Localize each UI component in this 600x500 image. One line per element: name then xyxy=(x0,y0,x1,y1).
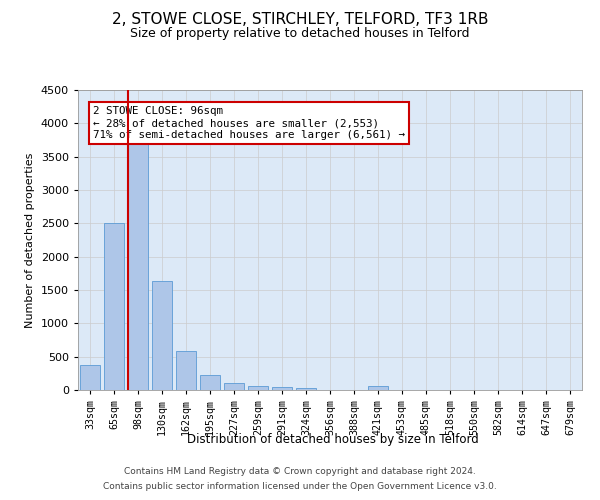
Bar xyxy=(80,366,100,390)
Bar xyxy=(248,386,268,390)
Text: 2, STOWE CLOSE, STIRCHLEY, TELFORD, TF3 1RB: 2, STOWE CLOSE, STIRCHLEY, TELFORD, TF3 … xyxy=(112,12,488,28)
Bar xyxy=(272,387,292,390)
Bar xyxy=(152,280,172,390)
Text: Contains HM Land Registry data © Crown copyright and database right 2024.: Contains HM Land Registry data © Crown c… xyxy=(124,467,476,476)
Text: Size of property relative to detached houses in Telford: Size of property relative to detached ho… xyxy=(130,28,470,40)
Bar xyxy=(224,382,244,390)
Bar xyxy=(128,140,148,390)
Y-axis label: Number of detached properties: Number of detached properties xyxy=(25,152,35,328)
Bar xyxy=(200,374,220,390)
Bar xyxy=(296,388,316,390)
Text: Contains public sector information licensed under the Open Government Licence v3: Contains public sector information licen… xyxy=(103,482,497,491)
Text: 2 STOWE CLOSE: 96sqm
← 28% of detached houses are smaller (2,553)
71% of semi-de: 2 STOWE CLOSE: 96sqm ← 28% of detached h… xyxy=(93,106,405,140)
Bar xyxy=(176,350,196,390)
Bar xyxy=(368,386,388,390)
Bar xyxy=(104,224,124,390)
Text: Distribution of detached houses by size in Telford: Distribution of detached houses by size … xyxy=(187,432,479,446)
